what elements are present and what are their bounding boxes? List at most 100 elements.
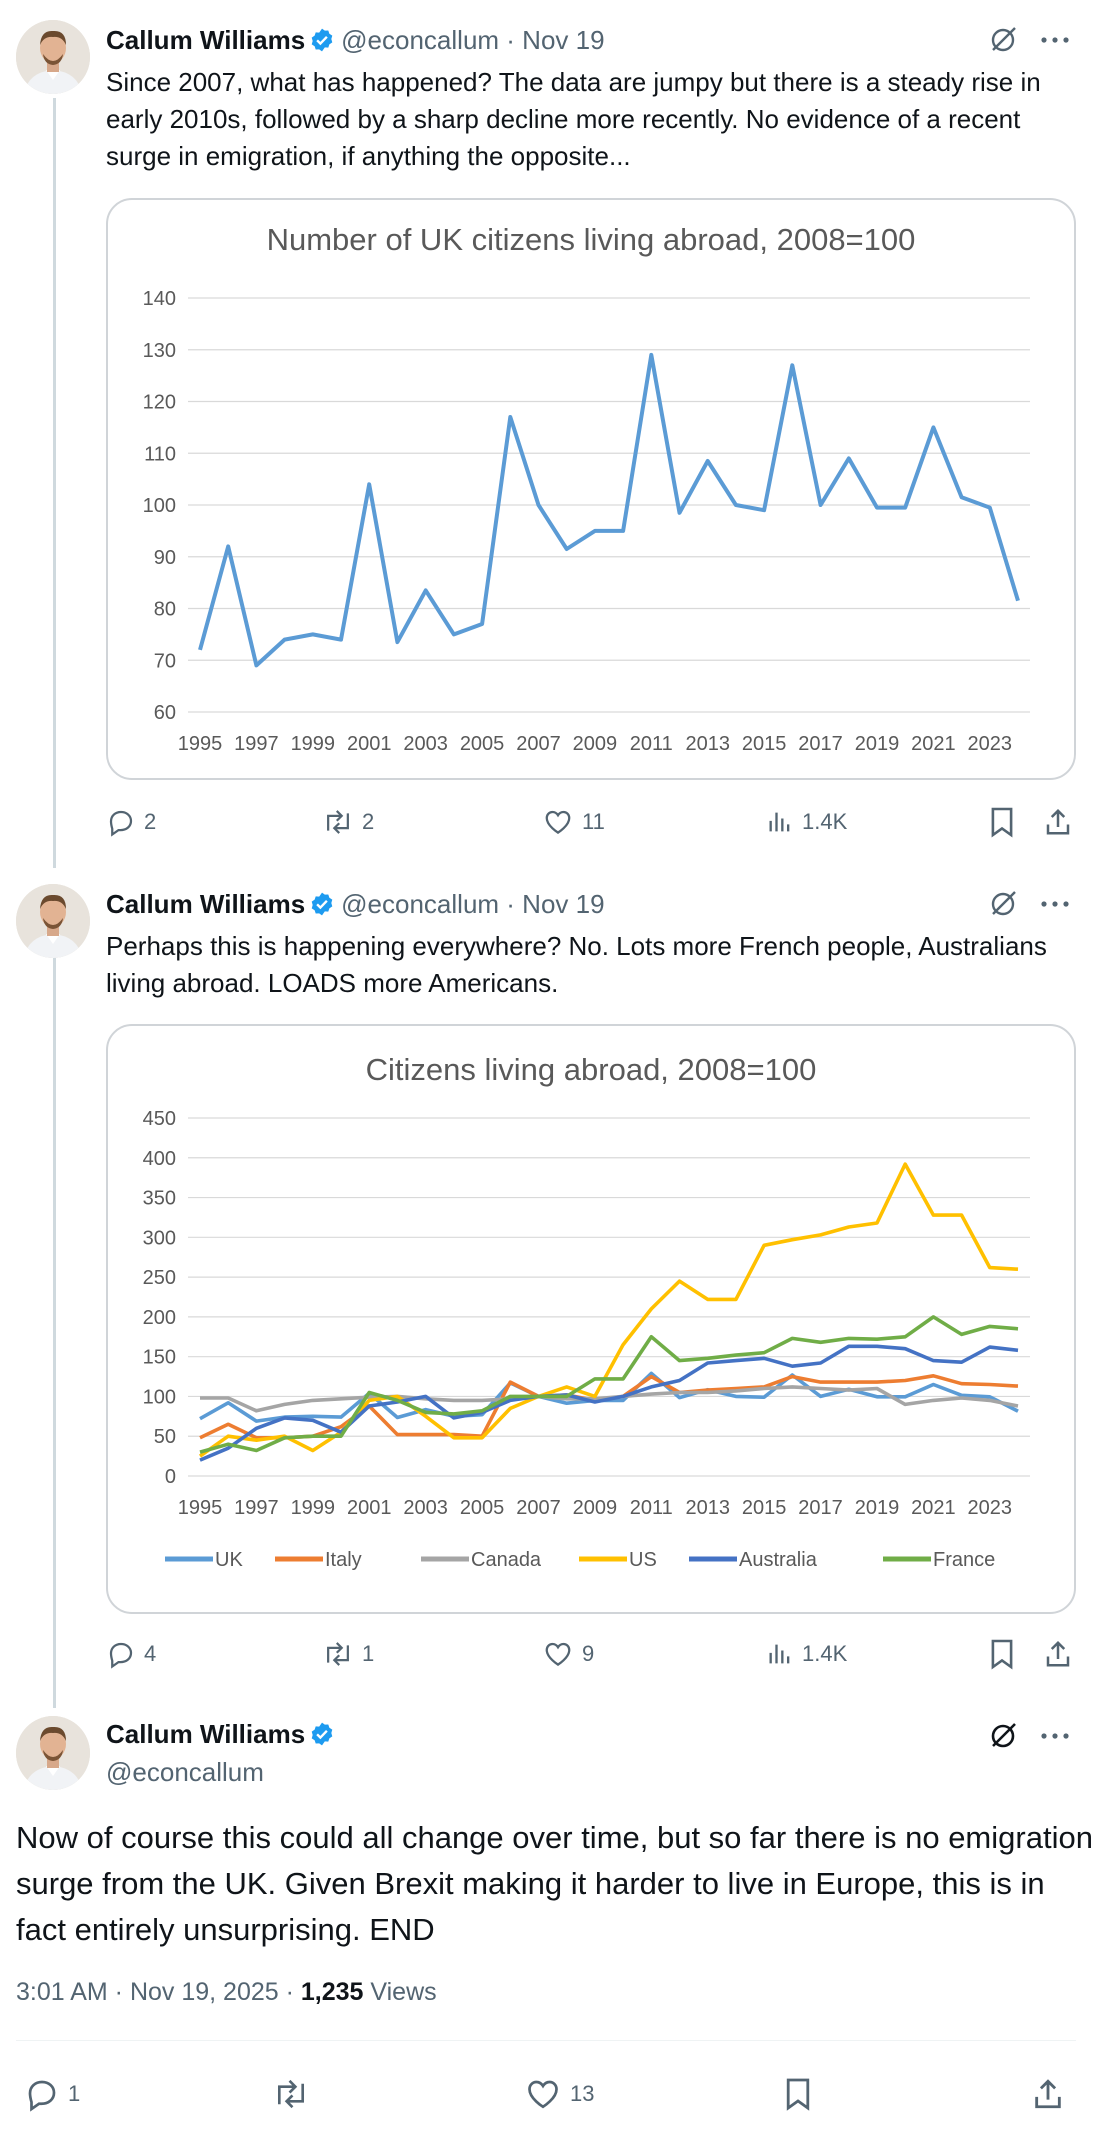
y-tick-label: 250 (143, 1267, 176, 1289)
x-tick-label: 2011 (630, 1497, 673, 1519)
x-tick-label: 2007 (516, 733, 561, 755)
legend-label: Italy (325, 1549, 362, 1571)
reply-icon (109, 1642, 133, 1669)
repost-icon (277, 2079, 305, 2109)
tweet-timestamp[interactable]: 3:01 AM · Nov 19, 2025 · (16, 1978, 301, 2006)
y-tick-label: 120 (143, 392, 176, 414)
reply-button[interactable]: 1 (24, 2074, 80, 2114)
more-icon[interactable] (1037, 1718, 1073, 1754)
bookmark-icon (991, 807, 1013, 838)
x-tick-label: 2021 (911, 1497, 956, 1519)
x-tick-label: 2001 (347, 1497, 392, 1519)
share-button[interactable] (1038, 1634, 1078, 1674)
repost-button[interactable]: 1 (322, 1634, 374, 1674)
y-tick-label: 140 (143, 288, 176, 310)
views-icon (769, 812, 790, 832)
x-tick-label: 2017 (798, 1497, 843, 1519)
bookmark-button[interactable] (982, 1634, 1022, 1674)
chart-title: Number of UK citizens living abroad, 200… (267, 222, 916, 257)
verified-badge-icon (309, 27, 335, 60)
share-button[interactable] (1028, 2074, 1068, 2114)
author-name[interactable]: Callum Williams (106, 889, 306, 919)
series-line-uk (198, 352, 1020, 668)
tweet-header: Callum Williams (106, 1718, 341, 1754)
x-tick-label: 2003 (403, 733, 448, 755)
reply-icon (28, 2080, 56, 2112)
grok-icon[interactable] (985, 886, 1021, 922)
chart-card[interactable]: Citizens living abroad, 2008=100 0 50 100 15… (106, 1024, 1076, 1614)
legend-label: US (629, 1549, 657, 1571)
chart-card[interactable]: Number of UK citizens living abroad, 200… (106, 198, 1076, 780)
divider (16, 2040, 1076, 2041)
bookmark-button[interactable] (778, 2074, 818, 2114)
y-tick-label: 90 (154, 547, 176, 569)
repost-button[interactable] (272, 2074, 310, 2114)
legend-label: France (933, 1549, 995, 1571)
y-tick-label: 300 (143, 1227, 176, 1249)
series-line-us (198, 1162, 1019, 1458)
x-tick-label: 2023 (968, 1497, 1013, 1519)
like-icon (528, 2080, 558, 2109)
y-tick-label: 80 (154, 599, 176, 621)
x-tick-label: 2001 (347, 733, 392, 755)
author-handle[interactable]: @econcallum (341, 889, 500, 919)
y-tick-label: 150 (143, 1347, 176, 1369)
like-button[interactable]: 11 (542, 802, 605, 842)
x-tick-label: 2009 (573, 1497, 618, 1519)
views-button[interactable]: 1.4K (766, 1634, 847, 1674)
share-button[interactable] (1038, 802, 1078, 842)
reply-icon (109, 810, 133, 837)
like-icon (545, 1642, 571, 1666)
y-tick-label: 110 (144, 443, 176, 465)
tweet-date[interactable]: · Nov 19 (506, 889, 605, 919)
legend-label: Australia (739, 1549, 818, 1571)
views-count: 1.4K (802, 1641, 848, 1666)
y-tick-label: 70 (154, 650, 176, 672)
views-button[interactable]: 1.4K (766, 802, 847, 842)
action-bar: 2 2 11 1.4K (106, 802, 1078, 842)
x-tick-label: 2005 (460, 1497, 505, 1519)
x-tick-label: 2017 (798, 733, 843, 755)
author-handle[interactable]: @econcallum (106, 1757, 264, 1787)
like-button[interactable]: 13 (524, 2074, 594, 2114)
grok-icon[interactable] (985, 1718, 1021, 1754)
reply-button[interactable]: 4 (106, 1634, 156, 1674)
action-bar: 1 13 (16, 2074, 1076, 2114)
y-tick-label: 400 (143, 1148, 176, 1170)
avatar[interactable] (16, 20, 90, 94)
thread-connector (53, 928, 56, 1708)
like-count: 11 (582, 809, 605, 834)
series-line-france (199, 1315, 1019, 1454)
like-button[interactable]: 9 (542, 1634, 594, 1674)
tweet-text: Perhaps this is happening everywhere? No… (106, 931, 1047, 998)
series-line-australia (199, 1344, 1019, 1462)
share-icon (1035, 2079, 1061, 2109)
avatar[interactable] (16, 1716, 90, 1790)
tweet-header: Callum Williams @econcallum · Nov 19 (106, 24, 605, 60)
author-handle[interactable]: @econcallum (341, 25, 500, 55)
views-label: Views (363, 1978, 437, 2006)
x-tick-label: 1997 (234, 733, 279, 755)
avatar[interactable] (16, 884, 90, 958)
tweet-text: Now of course this could all change over… (16, 1820, 1093, 1947)
legend-label: UK (215, 1549, 243, 1571)
more-icon[interactable] (1037, 886, 1073, 922)
tweet-date[interactable]: · Nov 19 (506, 25, 605, 55)
repost-icon (327, 1642, 349, 1666)
share-icon (1046, 1640, 1070, 1667)
author-name[interactable]: Callum Williams (106, 25, 306, 55)
views-icon (769, 1644, 790, 1664)
more-icon[interactable] (1037, 22, 1073, 58)
grok-icon[interactable] (985, 22, 1021, 58)
author-name[interactable]: Callum Williams (106, 1719, 306, 1749)
repost-icon (327, 810, 349, 834)
reply-button[interactable]: 2 (106, 802, 156, 842)
x-tick-label: 2019 (855, 1497, 900, 1519)
x-tick-label: 2013 (685, 1497, 730, 1519)
bookmark-button[interactable] (982, 802, 1022, 842)
series-line-italy (199, 1373, 1019, 1440)
repost-button[interactable]: 2 (322, 802, 374, 842)
like-icon (545, 810, 571, 834)
bookmark-icon (991, 1639, 1013, 1670)
x-tick-label: 2007 (516, 1497, 561, 1519)
